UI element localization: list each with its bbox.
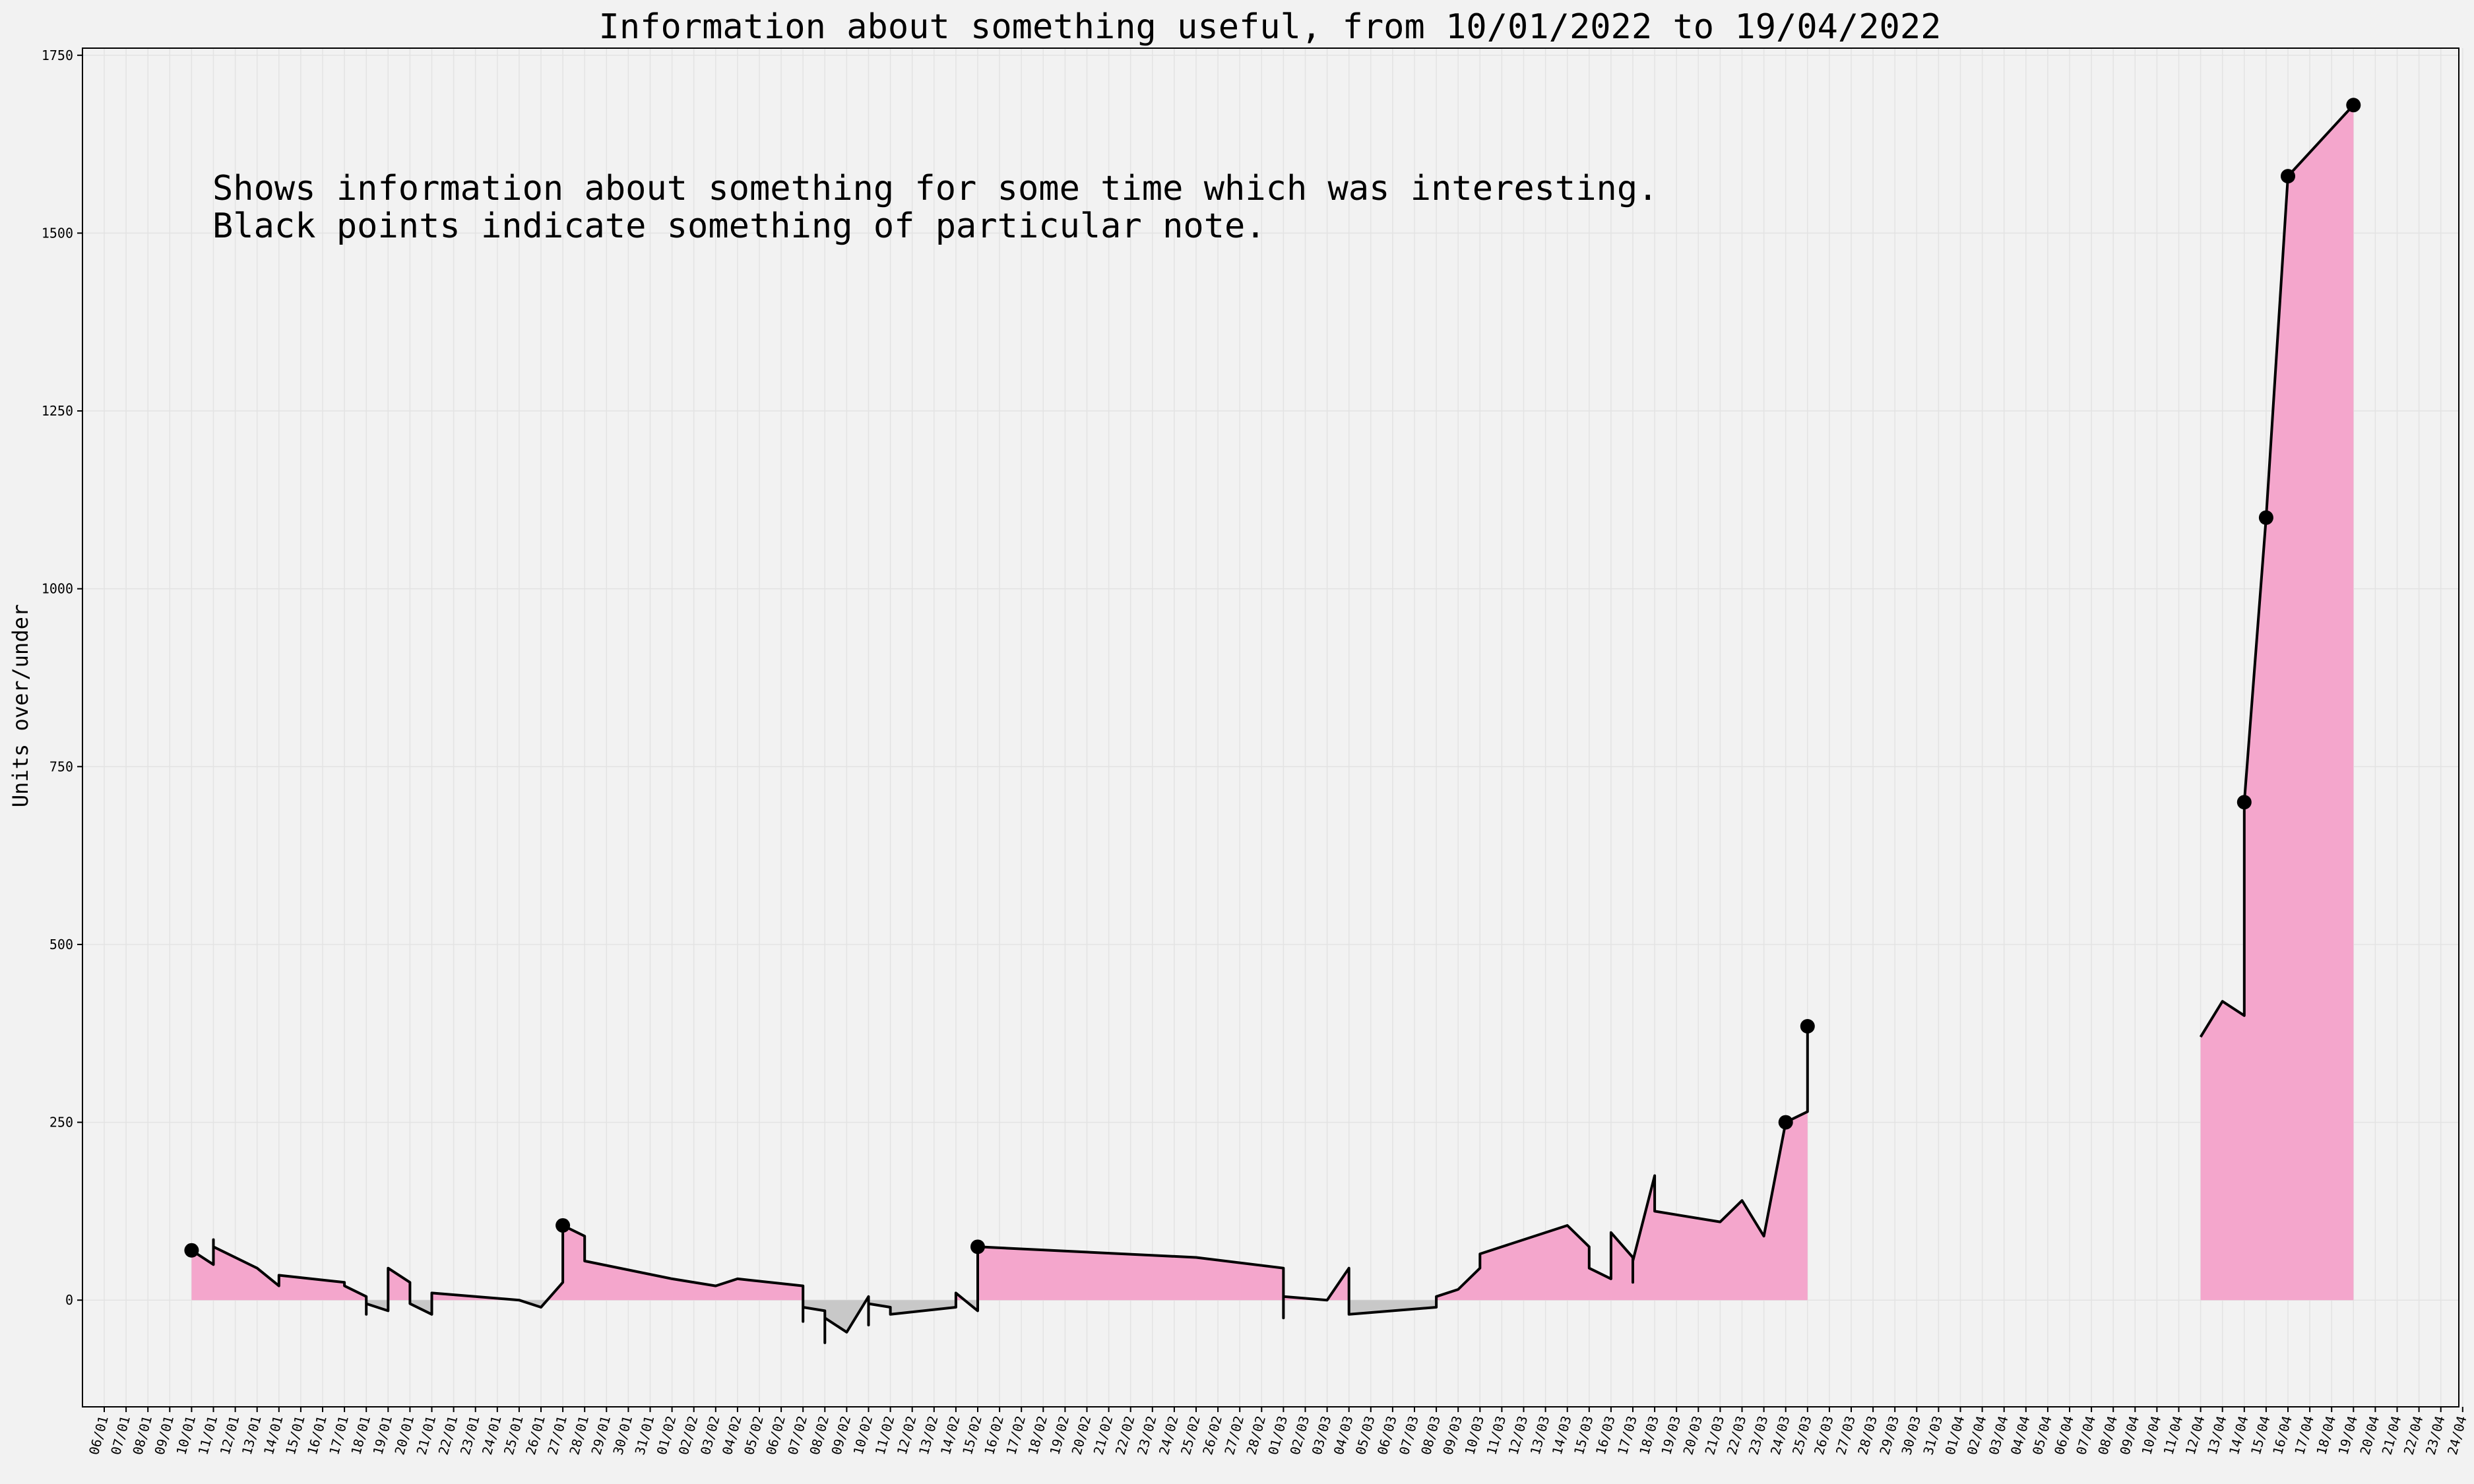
series-line-0 (191, 1026, 1809, 1344)
annotation-line-1: Shows information about something for so… (212, 169, 1658, 208)
y-tick-label: 1000 (42, 581, 73, 597)
y-axis: 0 250 500 750 1000 1250 1500 1750 (42, 47, 82, 1308)
highlight-point (1778, 1115, 1793, 1130)
negative-area-0 (366, 1300, 1437, 1332)
y-tick-label: 500 (49, 937, 73, 952)
y-tick-label: 1500 (42, 225, 73, 241)
highlight-point (1800, 1018, 1815, 1034)
highlight-point (2236, 795, 2252, 810)
y-tick-label: 0 (65, 1292, 73, 1308)
chart-title: Information about something useful, from… (599, 7, 1942, 47)
highlight-point (2346, 98, 2361, 113)
highlight-point (184, 1243, 199, 1258)
area-fill-layer (191, 105, 2354, 1332)
y-tick-label: 1750 (42, 47, 73, 63)
highlight-point (970, 1239, 985, 1254)
y-tick-label: 250 (49, 1115, 73, 1130)
positive-area-1 (2200, 105, 2354, 1301)
y-tick-label: 1250 (42, 403, 73, 419)
positive-area-0 (191, 1111, 1808, 1301)
grid-layer (82, 48, 2463, 1407)
highlight-points-layer (184, 98, 2361, 1258)
y-tick-label: 750 (49, 758, 73, 774)
y-axis-label: Units over/under (8, 604, 33, 807)
highlight-point (555, 1218, 571, 1233)
highlight-point (2258, 510, 2273, 525)
highlight-point (2281, 169, 2295, 184)
plot-area-frame (82, 47, 2459, 1407)
annotation-line-2: Black points indicate something of parti… (212, 206, 1266, 246)
